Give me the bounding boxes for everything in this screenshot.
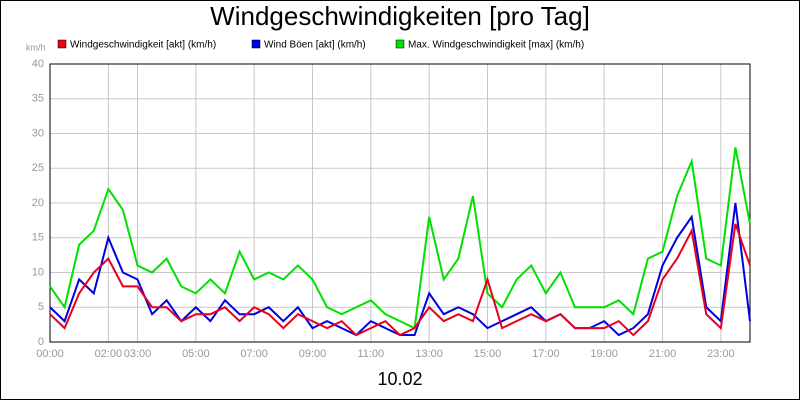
- legend-swatch: [395, 39, 405, 49]
- x-tick-label: 13:00: [415, 348, 443, 360]
- y-axis-unit: km/h: [26, 42, 46, 52]
- x-tick-label: 21:00: [649, 348, 677, 360]
- y-tick-label: 0: [38, 336, 44, 348]
- x-tick-label: 15:00: [474, 348, 502, 360]
- legend-label: Max. Windgeschwindigkeit [max] (km/h): [408, 40, 584, 51]
- x-tick-label: 17:00: [532, 348, 560, 360]
- x-tick-label: 23:00: [707, 348, 735, 360]
- y-tick-label: 20: [32, 197, 44, 209]
- series-line: [49, 147, 751, 330]
- legend-label: Wind Böen [akt] (km/h): [264, 40, 366, 51]
- x-tick-label: 19:00: [590, 348, 618, 360]
- x-tick-label: 09:00: [299, 348, 327, 360]
- y-tick-label: 35: [32, 93, 44, 105]
- x-tick-label: 05:00: [182, 348, 210, 360]
- x-axis-label: 10.02: [377, 369, 422, 389]
- y-tick-label: 40: [32, 58, 44, 70]
- y-tick-label: 25: [32, 162, 44, 174]
- plot-frame: [49, 63, 751, 343]
- x-tick-label: 07:00: [240, 348, 268, 360]
- legend: Windgeschwindigkeit [akt] (km/h) Wind Böe…: [57, 39, 584, 51]
- legend-swatch: [251, 39, 261, 49]
- legend-swatch: [57, 39, 67, 49]
- y-tick-label: 5: [38, 301, 44, 313]
- y-tick-label: 15: [32, 232, 44, 244]
- x-tick-label: 03:00: [124, 348, 152, 360]
- x-tick-label: 00:00: [36, 348, 64, 360]
- x-tick-label: 02:00: [95, 348, 123, 360]
- y-tick-label: 30: [32, 127, 44, 139]
- chart-title: Windgeschwindigkeiten [pro Tag]: [210, 1, 590, 31]
- x-tick-label: 11:00: [357, 348, 384, 360]
- y-tick-label: 10: [32, 266, 44, 278]
- legend-label: Windgeschwindigkeit [akt] (km/h): [70, 40, 216, 51]
- series-line: [49, 223, 751, 337]
